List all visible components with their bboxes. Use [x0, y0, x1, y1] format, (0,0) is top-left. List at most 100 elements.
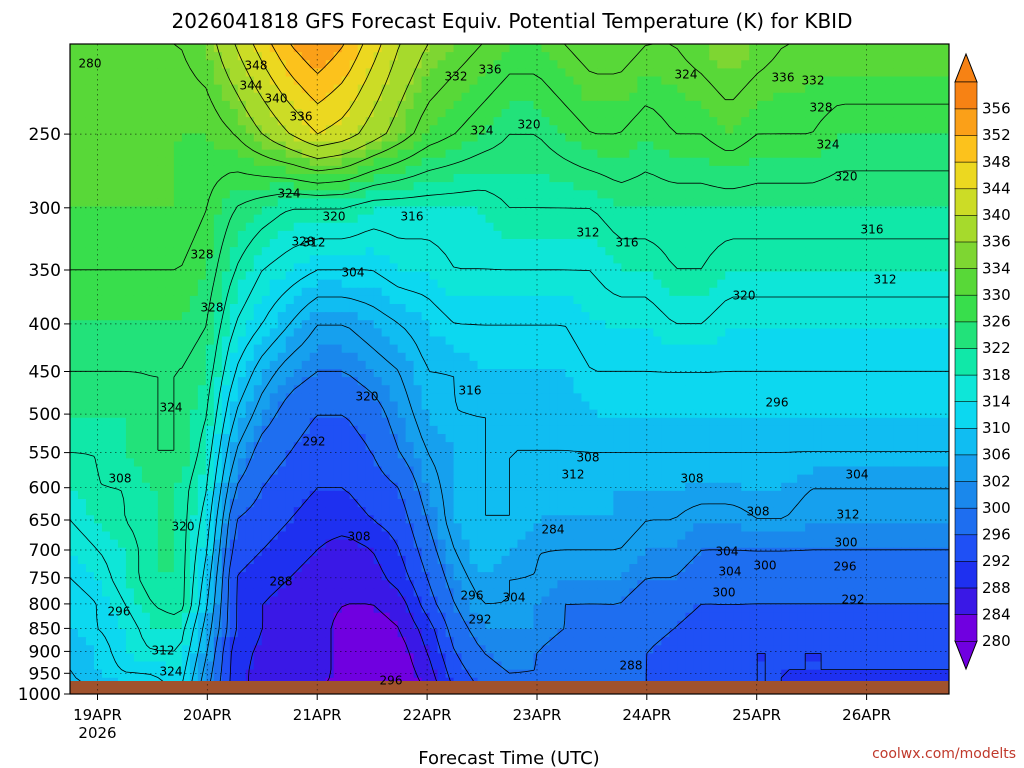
heatmap-cell	[333, 279, 343, 289]
heatmap-cell	[885, 44, 894, 53]
heatmap-cell	[829, 336, 838, 346]
heatmap-cell	[77, 60, 87, 69]
heatmap-cell	[717, 141, 726, 151]
heatmap-cell	[733, 92, 742, 102]
heatmap-cell	[85, 230, 95, 240]
heatmap-cell	[917, 328, 926, 338]
heatmap-cell	[629, 239, 638, 248]
heatmap-cell	[549, 92, 559, 102]
heatmap-cell	[301, 401, 311, 411]
heatmap-cell	[189, 214, 199, 224]
heatmap-cell	[917, 287, 926, 297]
heatmap-cell	[237, 60, 247, 69]
heatmap-cell	[125, 230, 135, 240]
heatmap-cell	[701, 385, 710, 394]
heatmap-cell	[621, 125, 630, 134]
heatmap-cell	[197, 304, 207, 313]
heatmap-cell	[70, 165, 79, 175]
heatmap-cell	[501, 385, 511, 394]
heatmap-cell	[117, 109, 127, 118]
heatmap-cell	[285, 393, 295, 403]
heatmap-cell	[445, 165, 455, 175]
heatmap-cell	[885, 328, 894, 338]
heatmap-cell	[245, 385, 255, 394]
heatmap-cell	[293, 157, 303, 167]
heatmap-cell	[877, 360, 886, 370]
heatmap-cell	[661, 304, 670, 313]
heatmap-cell	[805, 157, 814, 167]
heatmap-cell	[605, 336, 614, 346]
heatmap-cell	[821, 377, 830, 386]
heatmap-cell	[109, 271, 119, 281]
heatmap-cell	[229, 157, 239, 167]
heatmap-cell	[765, 174, 774, 183]
heatmap-cell	[581, 369, 591, 378]
heatmap-cell	[797, 190, 806, 199]
heatmap-cell	[933, 271, 942, 281]
heatmap-cell	[125, 336, 135, 346]
heatmap-cell	[573, 141, 583, 151]
heatmap-cell	[437, 165, 447, 175]
heatmap-cell	[677, 320, 686, 329]
heatmap-cell	[909, 304, 918, 313]
heatmap-cell	[173, 377, 183, 386]
heatmap-cell	[717, 287, 726, 297]
heatmap-cell	[757, 230, 766, 240]
heatmap-cell	[477, 60, 487, 69]
heatmap-cell	[405, 336, 415, 346]
heatmap-cell	[501, 360, 511, 370]
heatmap-cell	[373, 247, 383, 256]
heatmap-cell	[725, 165, 734, 175]
heatmap-cell	[485, 377, 495, 386]
heatmap-cell	[221, 239, 231, 248]
heatmap-cell	[93, 304, 103, 313]
heatmap-cell	[517, 295, 527, 305]
heatmap-cell	[149, 360, 159, 370]
heatmap-cell	[381, 312, 391, 321]
heatmap-cell	[237, 328, 247, 338]
heatmap-cell	[213, 133, 223, 143]
heatmap-cell	[781, 214, 790, 224]
heatmap-cell	[533, 287, 543, 297]
heatmap-cell	[269, 141, 279, 151]
heatmap-cell	[677, 157, 686, 167]
heatmap-cell	[549, 52, 559, 61]
heatmap-cell	[757, 125, 766, 134]
heatmap-cell	[285, 76, 295, 86]
heatmap-cell	[685, 239, 694, 248]
heatmap-cell	[741, 165, 750, 175]
heatmap-cell	[445, 401, 455, 411]
heatmap-cell	[141, 320, 151, 329]
heatmap-cell	[629, 312, 638, 321]
heatmap-cell	[93, 222, 103, 232]
heatmap-cell	[901, 312, 910, 321]
heatmap-cell	[429, 336, 439, 346]
heatmap-cell	[101, 344, 111, 354]
heatmap-cell	[645, 117, 654, 126]
heatmap-cell	[709, 76, 718, 86]
heatmap-cell	[509, 304, 519, 313]
heatmap-cell	[77, 385, 87, 394]
heatmap-cell	[645, 369, 654, 378]
heatmap-cell	[773, 52, 782, 61]
heatmap-cell	[901, 133, 910, 143]
heatmap-cell	[917, 304, 926, 313]
heatmap-cell	[197, 401, 207, 411]
heatmap-cell	[421, 190, 431, 199]
heatmap-cell	[861, 76, 870, 86]
heatmap-cell	[717, 149, 726, 159]
heatmap-cell	[333, 328, 343, 338]
heatmap-cell	[829, 109, 838, 118]
heatmap-cell	[861, 320, 870, 329]
heatmap-cell	[461, 198, 471, 208]
heatmap-cell	[549, 174, 559, 183]
heatmap-cell	[197, 100, 207, 110]
heatmap-cell	[93, 190, 103, 199]
heatmap-cell	[397, 320, 407, 329]
heatmap-cell	[517, 377, 527, 386]
heatmap-cell	[477, 149, 487, 159]
heatmap-cell	[677, 344, 686, 354]
heatmap-cell	[317, 271, 327, 281]
heatmap-cell	[229, 44, 239, 53]
heatmap-cell	[125, 344, 135, 354]
